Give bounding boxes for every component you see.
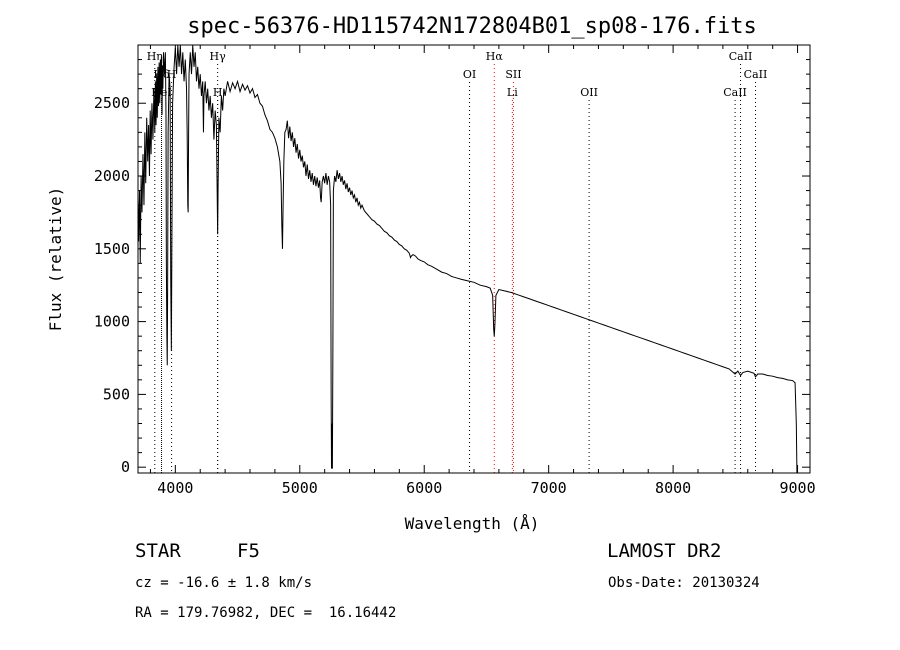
line-marker-label-10: OII bbox=[580, 86, 598, 99]
x-tick-label-4: 8000 bbox=[655, 479, 691, 497]
line-marker-label-3: H bbox=[167, 68, 177, 81]
plot-frame bbox=[137, 44, 811, 474]
y-tick-label-4: 2000 bbox=[94, 167, 130, 185]
line-marker-label-12: CaII bbox=[744, 68, 768, 81]
redshift-velocity: cz = -16.6 ± 1.8 km/s bbox=[135, 575, 313, 591]
line-marker-label-11: CaII bbox=[729, 50, 753, 63]
x-tick-label-1: 5000 bbox=[282, 479, 318, 497]
line-marker-label-9: Li bbox=[507, 86, 518, 99]
line-marker-label-6: Hα bbox=[486, 50, 504, 63]
axis-ticks: 4000 5000 6000 7000 8000 9000 0 500 1000 1500 2000… bbox=[94, 44, 816, 497]
spectrum-series-line bbox=[137, 44, 798, 474]
object-class: STAR bbox=[135, 540, 181, 562]
subclass: F5 bbox=[237, 540, 260, 562]
x-axis-label: Wavelength (Å) bbox=[405, 514, 540, 533]
line-marker-label-0: Hη bbox=[147, 50, 163, 63]
y-tick-label-1: 500 bbox=[103, 385, 130, 403]
y-axis-label: Flux (relative) bbox=[46, 187, 65, 332]
line-marker-label-13: CaII bbox=[723, 86, 747, 99]
line-marker-label-7: OI bbox=[463, 68, 476, 81]
x-tick-label-0: 4000 bbox=[157, 479, 193, 497]
chart-title: spec-56376-HD115742N172804B01_sp08-176.f… bbox=[187, 14, 757, 39]
y-tick-label-0: 0 bbox=[121, 458, 130, 476]
x-tick-label-5: 9000 bbox=[779, 479, 815, 497]
y-tick-label-3: 1500 bbox=[94, 240, 130, 258]
line-marker-label-8: SII bbox=[505, 68, 521, 81]
survey-name: LAMOST DR2 bbox=[607, 540, 722, 562]
y-tick-label-2: 1000 bbox=[94, 313, 130, 331]
line-marker-label-4: Hγ bbox=[210, 50, 227, 63]
x-tick-label-3: 7000 bbox=[531, 479, 567, 497]
coordinates: RA = 179.76982, DEC = 16.16442 bbox=[135, 605, 397, 621]
y-tick-label-5: 2500 bbox=[94, 94, 130, 112]
observation-date: Obs-Date: 20130324 bbox=[608, 575, 760, 591]
x-tick-label-2: 6000 bbox=[406, 479, 442, 497]
line-marker-label-5: H bbox=[213, 86, 223, 99]
